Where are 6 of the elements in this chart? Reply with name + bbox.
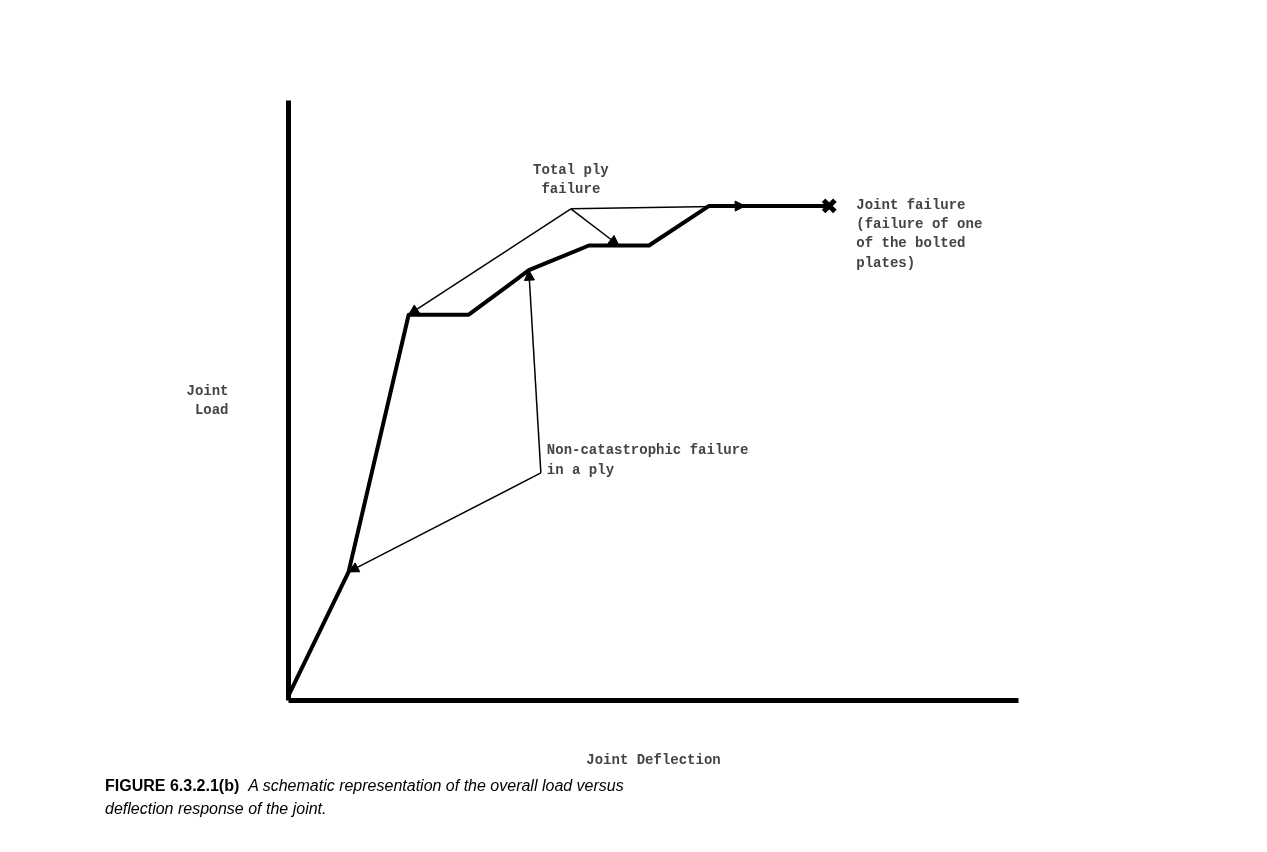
annotation: Non-catastrophic failure in a ply (546, 442, 749, 478)
text: Total ply failure (533, 161, 610, 197)
caption: FIGURE 6.3.2.1(b) (105, 777, 240, 794)
y-axis-title: Joint Load (186, 382, 229, 419)
annotation: Joint failure (failure of one of the bolted plates) (856, 197, 983, 271)
x-axis-title: Joint Deflection (586, 751, 721, 768)
